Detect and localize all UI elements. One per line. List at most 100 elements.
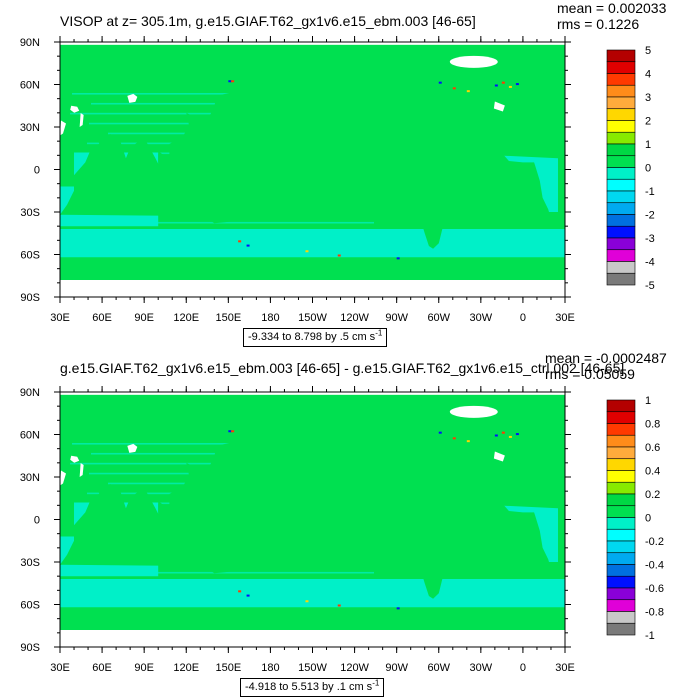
colorbar-label: -0.6 bbox=[645, 583, 664, 595]
colorbar-swatch bbox=[606, 599, 636, 612]
anomaly-speck bbox=[494, 434, 498, 437]
anomaly-speck bbox=[508, 85, 512, 88]
continent-australia bbox=[177, 185, 233, 224]
zonal-streak bbox=[72, 443, 372, 445]
y-tick-label: 90S bbox=[20, 642, 40, 654]
x-tick-label: 120E bbox=[173, 312, 199, 324]
anomaly-speck bbox=[452, 87, 456, 90]
y-tick-label: 90S bbox=[20, 292, 40, 304]
map-field bbox=[60, 42, 565, 297]
y-tick-label: 0 bbox=[34, 165, 40, 177]
colorbar-label: 0.6 bbox=[645, 442, 660, 454]
contour-range-text: -9.334 to 8.798 by .5 cm s bbox=[248, 331, 376, 343]
colorbar-swatch bbox=[606, 458, 636, 471]
unit-exponent: -1 bbox=[375, 328, 383, 338]
anomaly-speck bbox=[438, 81, 442, 84]
colorbar-swatch bbox=[606, 528, 636, 542]
colorbar-swatch bbox=[606, 564, 636, 577]
x-tick-label: 90W bbox=[385, 662, 408, 674]
colorbar-swatch bbox=[606, 120, 636, 133]
colorbar-swatch bbox=[606, 237, 636, 251]
north-edge-mask bbox=[60, 42, 565, 45]
colorbar-swatch bbox=[606, 505, 636, 518]
colorbar-swatch bbox=[606, 399, 636, 413]
zonal-streak bbox=[79, 221, 374, 224]
anomaly-speck bbox=[452, 437, 456, 440]
colorbar-label: -1 bbox=[645, 186, 655, 198]
anomaly-speck bbox=[515, 433, 519, 436]
x-tick-label: 150E bbox=[215, 312, 241, 324]
contour-range-box: -9.334 to 8.798 by .5 cm s-1 bbox=[243, 328, 388, 347]
anomaly-speck bbox=[501, 81, 505, 84]
continent-madagascar bbox=[79, 539, 89, 555]
y-tick-label: 30N bbox=[20, 122, 40, 134]
anomaly-speck bbox=[466, 440, 470, 443]
x-tick-label: 60E bbox=[92, 662, 112, 674]
colorbar-label: -0.4 bbox=[645, 560, 664, 572]
y-tick-label: 90N bbox=[20, 387, 40, 399]
colorbar-label: -1 bbox=[645, 630, 655, 642]
caspian-mask bbox=[127, 93, 138, 103]
colorbar-label: 0.2 bbox=[645, 489, 660, 501]
contour-range-text: -4.918 to 5.513 by .1 cm s bbox=[245, 681, 373, 693]
colorbar-label: 0 bbox=[645, 513, 651, 525]
map-plot-top: 30E 60E 90E 120E 150E 180 150W 120W 90W 60W 30W 0 30… bbox=[20, 36, 655, 324]
colorbar-swatch bbox=[606, 261, 636, 274]
colorbar-swatch bbox=[606, 190, 636, 204]
baltic-mask bbox=[493, 101, 505, 112]
anomaly-speck bbox=[305, 600, 309, 603]
rms-value: rms = 0.1226 bbox=[557, 16, 640, 32]
x-tick-label: 30E bbox=[555, 312, 575, 324]
colorbar-swatch bbox=[606, 470, 636, 483]
x-tick-label: 90W bbox=[385, 312, 408, 324]
colorbar-swatch bbox=[606, 143, 636, 157]
greenland-ice bbox=[449, 405, 498, 418]
x-tick-label: 120E bbox=[173, 662, 199, 674]
x-tick-label: 120W bbox=[340, 662, 369, 674]
continent-uk bbox=[513, 87, 521, 99]
x-tick-label: 0 bbox=[520, 662, 526, 674]
colorbar-label: -2 bbox=[645, 210, 655, 222]
colorbar-swatch bbox=[606, 423, 636, 436]
colorbar-swatch bbox=[606, 214, 636, 227]
y-tick-label: 30S bbox=[20, 557, 40, 569]
persian-gulf-mask bbox=[60, 470, 66, 486]
y-tick-label: 90N bbox=[20, 37, 40, 49]
north-edge-mask bbox=[60, 392, 565, 395]
colorbar-label: 1 bbox=[645, 395, 651, 407]
anomaly-speck bbox=[337, 604, 341, 607]
anomaly-speck bbox=[508, 435, 512, 438]
panel-bottom: 30E 60E 90E 120E 150E 180 150W 120W 90W 60W 30W 0 30… bbox=[0, 350, 700, 700]
zonal-streak bbox=[96, 251, 376, 254]
colorbar: 1 0.8 0.6 0.4 0.2 0 -0.2 -0.4 -0.6 -0.8 -1 bbox=[606, 395, 664, 642]
continent-japan bbox=[200, 108, 218, 126]
anomaly-speck bbox=[337, 254, 341, 257]
zonal-streak bbox=[72, 93, 372, 95]
colorbar-label: -0.8 bbox=[645, 607, 664, 619]
y-tick-label: 0 bbox=[34, 515, 40, 527]
continent-japan bbox=[200, 458, 218, 476]
anomaly-speck bbox=[228, 430, 232, 433]
anomaly-speck bbox=[515, 83, 519, 86]
stats-block: mean = -0.0002487 rms = 0.05059 bbox=[545, 350, 667, 382]
zonal-streak bbox=[98, 231, 358, 234]
colorbar-swatch bbox=[606, 272, 636, 286]
colorbar-label: 0 bbox=[645, 163, 651, 175]
anomaly-speck bbox=[501, 431, 505, 434]
x-tick-label: 60W bbox=[427, 312, 450, 324]
y-tick-label: 60S bbox=[20, 250, 40, 262]
continent-eurasiaAfrica bbox=[60, 411, 558, 570]
colorbar-swatch bbox=[606, 202, 636, 215]
colorbar-swatch bbox=[606, 84, 636, 98]
colorbar-label: 2 bbox=[645, 116, 651, 128]
y-tick-label: 30S bbox=[20, 207, 40, 219]
zonal-streak bbox=[77, 591, 302, 594]
colorbar-label: 4 bbox=[645, 69, 651, 81]
greenland-ice bbox=[449, 55, 498, 68]
zonal-streak bbox=[96, 601, 376, 604]
anomaly-speck bbox=[396, 257, 400, 260]
anomaly-speck bbox=[396, 607, 400, 610]
caspian-mask bbox=[127, 443, 138, 453]
anomaly-speck bbox=[466, 90, 470, 93]
x-tick-label: 150W bbox=[298, 312, 327, 324]
